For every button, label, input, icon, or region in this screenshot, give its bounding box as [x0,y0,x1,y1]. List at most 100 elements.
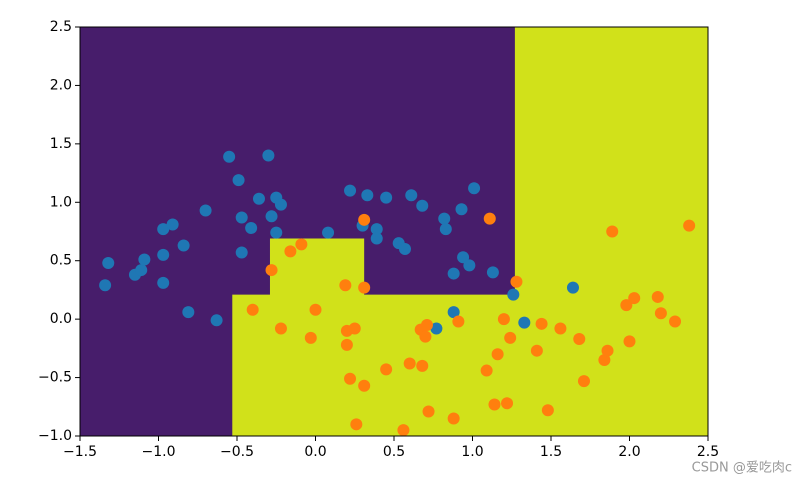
point [623,335,636,348]
point [370,232,383,245]
point [420,318,433,331]
point [535,317,548,330]
point [340,338,353,351]
point [554,322,567,335]
x-tick-label: 2.0 [618,444,640,460]
point [398,243,411,256]
point [452,315,465,328]
y-tick-label: −0.5 [38,370,72,386]
y-tick-label: 1.5 [50,136,72,152]
point [488,398,501,411]
point [483,212,496,225]
point [166,218,179,231]
point [598,354,611,367]
point [573,333,586,346]
point [447,412,460,425]
point [438,212,451,225]
point [380,191,393,204]
point [199,204,212,217]
point [669,315,682,328]
point [541,404,554,417]
point [683,219,696,232]
point [370,223,383,236]
point [439,223,452,236]
point [182,306,195,319]
point [210,314,223,327]
point [447,306,460,319]
point [99,279,112,292]
point [344,184,357,197]
point [606,225,619,238]
point [295,238,308,251]
point [322,226,335,239]
y-tick-label: 0.0 [50,311,72,327]
point [510,275,523,288]
point [504,331,517,344]
point [274,198,287,211]
point [455,203,468,216]
point [246,303,259,316]
point [157,276,170,289]
point [480,364,493,377]
point [416,199,429,212]
point [265,264,278,277]
x-tick-label: 0.5 [383,444,405,460]
point [620,299,633,312]
y-tick-label: 2.0 [50,77,72,93]
point [358,213,371,226]
point [235,246,248,259]
point [348,322,361,335]
point [457,251,470,264]
point [468,182,481,195]
point [486,266,499,279]
point [501,397,514,410]
point [274,322,287,335]
point [265,210,278,223]
point [405,189,418,202]
point [223,150,236,163]
point [518,316,531,329]
point [380,363,393,376]
x-tick-label: 1.0 [461,444,483,460]
point [135,264,148,277]
point [339,279,352,292]
point [358,379,371,392]
point [304,331,317,344]
point [566,281,579,294]
x-tick-label: −1.5 [63,444,97,460]
point [232,174,245,187]
point [430,322,443,335]
point [397,424,410,437]
x-tick-label: −1.0 [142,444,176,460]
point [416,359,429,372]
point [530,344,543,357]
point [419,330,432,343]
point [422,405,435,418]
point [235,211,248,224]
point [654,307,667,320]
point [157,248,170,261]
point [463,259,476,272]
point [102,257,115,270]
point [361,189,374,202]
point [344,372,357,385]
point [157,223,170,236]
point [252,192,265,205]
point [403,357,416,370]
point [491,348,504,361]
y-tick-label: 0.5 [50,253,72,269]
point [284,245,297,258]
point [497,313,510,326]
x-tick-label: 2.5 [697,444,719,460]
point [309,303,322,316]
point [358,281,371,294]
point [601,344,614,357]
point [270,226,283,239]
point [245,221,258,234]
point [447,267,460,280]
point [262,149,275,162]
point [577,375,590,388]
point [177,239,190,252]
point [628,292,641,305]
y-tick-label: −1.0 [38,428,72,444]
